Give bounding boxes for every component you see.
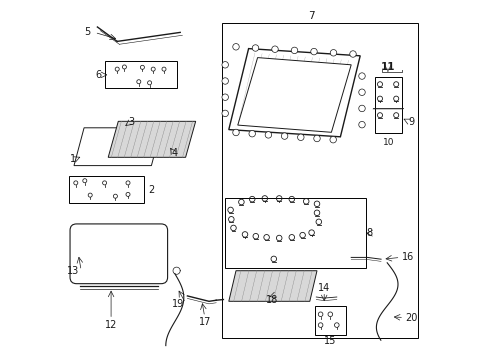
- Text: 19: 19: [172, 299, 185, 309]
- Circle shape: [252, 45, 259, 51]
- Text: 5: 5: [85, 27, 91, 37]
- Text: 8: 8: [367, 228, 373, 238]
- Text: 9: 9: [408, 117, 414, 127]
- Text: 1: 1: [70, 154, 76, 164]
- Circle shape: [249, 130, 255, 137]
- Text: 15: 15: [324, 336, 337, 346]
- Circle shape: [222, 62, 228, 68]
- Circle shape: [314, 135, 320, 142]
- Text: 12: 12: [105, 320, 117, 330]
- Bar: [69, 176, 144, 203]
- Polygon shape: [108, 121, 196, 157]
- Text: 3: 3: [128, 117, 134, 127]
- Circle shape: [222, 94, 228, 100]
- Text: 6: 6: [95, 70, 101, 80]
- Polygon shape: [229, 271, 317, 301]
- Bar: [375, 77, 402, 133]
- Circle shape: [297, 134, 304, 140]
- Circle shape: [359, 121, 365, 128]
- Bar: [315, 306, 346, 335]
- Text: 18: 18: [266, 294, 278, 305]
- Text: 11: 11: [381, 62, 395, 72]
- Text: 16: 16: [402, 252, 414, 262]
- Circle shape: [359, 89, 365, 95]
- Circle shape: [233, 44, 239, 50]
- Circle shape: [272, 46, 278, 53]
- Text: 17: 17: [198, 317, 211, 327]
- Text: 14: 14: [318, 283, 330, 293]
- Text: 13: 13: [67, 266, 79, 276]
- Text: 4: 4: [172, 148, 178, 158]
- Circle shape: [359, 73, 365, 79]
- Circle shape: [330, 136, 337, 143]
- Circle shape: [265, 132, 271, 138]
- Circle shape: [330, 50, 337, 56]
- Text: 2: 2: [148, 185, 155, 195]
- Circle shape: [233, 129, 239, 136]
- Circle shape: [291, 47, 298, 54]
- Text: 20: 20: [405, 312, 417, 323]
- Circle shape: [222, 110, 228, 117]
- Polygon shape: [238, 58, 351, 132]
- Text: 10: 10: [383, 138, 394, 147]
- Circle shape: [222, 78, 228, 84]
- Bar: [104, 61, 176, 88]
- Circle shape: [359, 105, 365, 112]
- Circle shape: [281, 133, 288, 139]
- Bar: [221, 23, 418, 338]
- Circle shape: [350, 51, 356, 57]
- Circle shape: [311, 48, 317, 55]
- Text: 7: 7: [308, 11, 315, 21]
- Bar: [225, 198, 366, 268]
